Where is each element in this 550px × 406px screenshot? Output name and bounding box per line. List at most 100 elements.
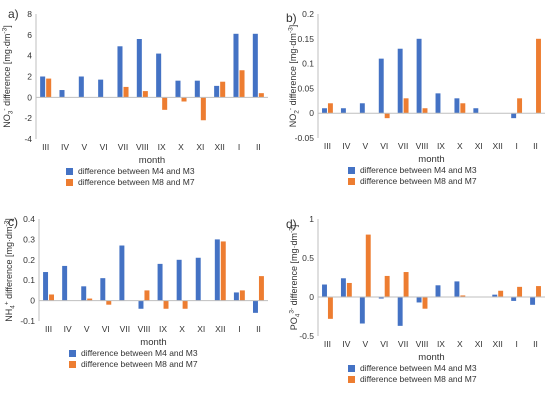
- x-tick-label: I: [515, 339, 517, 349]
- x-tick-label: VIII: [416, 141, 429, 151]
- y-axis-title-part: 2: [294, 110, 301, 114]
- bar-series1: [397, 48, 403, 114]
- bar-series1: [98, 79, 104, 98]
- y-axis-title: NO3- difference [mg·dm-3]: [2, 25, 15, 127]
- y-axis-title-part: difference [mg·dm: [288, 33, 298, 108]
- x-tick-label: VII: [118, 142, 128, 152]
- y-tick-label: 0.3: [23, 234, 35, 244]
- y-axis-title-part: 3: [8, 110, 15, 114]
- bar-series1: [157, 263, 163, 301]
- y-tick-label: 0.2: [23, 255, 35, 265]
- bar-series1: [214, 85, 220, 98]
- bar-series1: [322, 108, 327, 114]
- panel-label: d): [286, 217, 297, 231]
- bar-series1: [100, 278, 106, 301]
- legend-entry: difference between M8 and M7: [360, 176, 477, 186]
- x-tick-label: VI: [100, 142, 108, 152]
- bar-series2: [422, 108, 428, 114]
- x-tick-label: IV: [64, 324, 72, 334]
- y-axis-title-part: difference [mg·dm: [4, 227, 14, 302]
- x-tick-label: I: [238, 324, 240, 334]
- panel-label: c): [8, 215, 18, 229]
- bar-series2: [346, 282, 352, 297]
- y-tick-label: 8: [27, 9, 32, 19]
- bar-series2: [327, 297, 333, 319]
- y-axis-title: PO43- difference [mg·dm-3]: [289, 225, 302, 331]
- bar-series2: [200, 97, 206, 121]
- x-tick-label: XII: [493, 339, 503, 349]
- bar-series1: [359, 103, 365, 114]
- bar-series1: [195, 257, 201, 301]
- x-tick-label: V: [81, 142, 87, 152]
- legend-swatch: [348, 365, 355, 372]
- bar-series1: [416, 38, 422, 114]
- x-tick-label: VII: [398, 141, 408, 151]
- y-tick-label: -0.05: [295, 133, 315, 143]
- y-tick-label: 0.05: [297, 83, 314, 93]
- bar-series1: [176, 259, 182, 301]
- x-tick-label: X: [178, 142, 184, 152]
- bar-series2: [422, 297, 428, 309]
- bar-series1: [511, 297, 517, 301]
- x-tick-label: IX: [159, 324, 167, 334]
- x-tick-label: V: [362, 339, 368, 349]
- bar-series1: [81, 286, 87, 301]
- x-tick-label: XI: [197, 324, 205, 334]
- bar-series2: [327, 103, 333, 114]
- legend-swatch: [348, 178, 355, 185]
- y-tick-label: -2: [24, 113, 32, 123]
- y-axis-title-part: 3-: [289, 308, 296, 314]
- x-tick-label: III: [45, 324, 52, 334]
- bar-series1: [78, 76, 84, 98]
- bar-series1: [43, 272, 49, 301]
- y-tick-label: 2: [27, 72, 32, 82]
- bar-series2: [536, 286, 541, 297]
- bar-series1: [233, 33, 239, 98]
- bar-series1: [138, 300, 144, 309]
- bar-series1: [359, 297, 365, 324]
- bar-series2: [87, 298, 93, 301]
- x-tick-label: XII: [493, 141, 503, 151]
- x-tick-label: VIII: [136, 142, 149, 152]
- bar-series2: [460, 295, 466, 297]
- bar-series1: [416, 297, 422, 303]
- y-axis-title-part: -3: [288, 27, 295, 33]
- legend-swatch: [66, 179, 73, 186]
- x-tick-label: II: [256, 142, 261, 152]
- y-tick-label: 0.2: [302, 9, 314, 19]
- y-axis-title-part: ]: [288, 25, 298, 28]
- bar-series2: [123, 86, 129, 98]
- legend-swatch: [348, 167, 355, 174]
- y-axis-title-part: +: [4, 301, 11, 305]
- x-tick-label: X: [457, 339, 463, 349]
- y-axis-title-part: ]: [289, 225, 299, 228]
- bar-series2: [517, 286, 523, 297]
- bar-series2: [498, 290, 504, 297]
- bar-series2: [460, 103, 466, 114]
- legend-entry: difference between M4 and M3: [81, 348, 198, 358]
- x-tick-label: IV: [342, 141, 350, 151]
- bar-series2: [142, 91, 148, 98]
- y-tick-label: 1: [309, 214, 314, 224]
- x-tick-label: VII: [120, 324, 130, 334]
- x-tick-label: VI: [102, 324, 110, 334]
- bar-series2: [517, 98, 523, 114]
- bar-series1: [40, 76, 46, 98]
- bar-series1: [62, 265, 68, 301]
- y-axis-title-part: difference [mg·dm: [289, 233, 299, 308]
- bar-series2: [258, 93, 264, 98]
- y-tick-label: 4: [27, 51, 32, 61]
- bar-series1: [252, 33, 258, 98]
- panel-label: b): [286, 11, 297, 25]
- legend-swatch: [69, 350, 76, 357]
- x-tick-label: XI: [475, 339, 483, 349]
- x-tick-label: XII: [215, 324, 225, 334]
- y-axis-title-part: 4: [295, 313, 302, 317]
- bar-series2: [144, 290, 150, 301]
- x-tick-label: IX: [437, 141, 445, 151]
- y-axis-title: NO2- difference [mg·dm-3]: [288, 25, 301, 127]
- bar-series2: [403, 98, 409, 114]
- legend-swatch: [66, 168, 73, 175]
